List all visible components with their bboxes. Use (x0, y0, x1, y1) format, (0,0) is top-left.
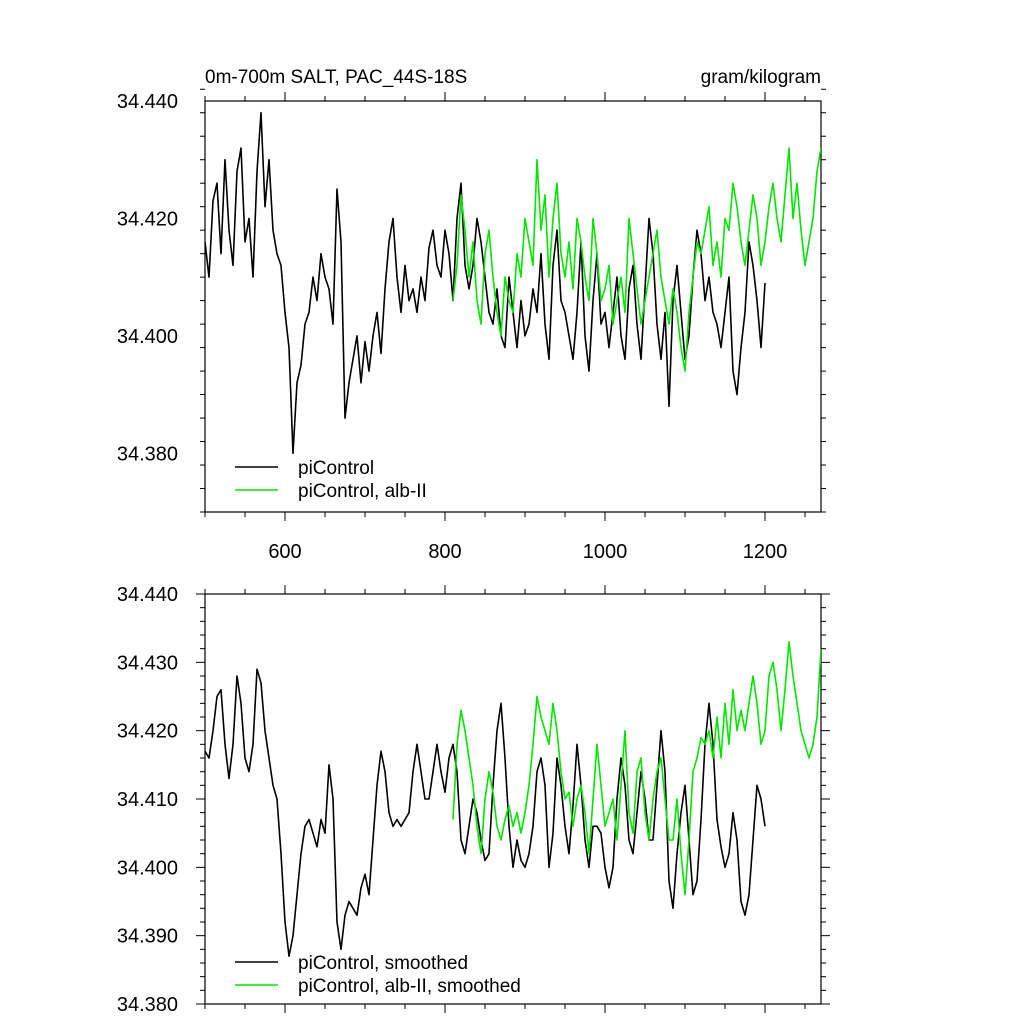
chart-1: 600 800 1000 1200 34.380 34.400 34.420 34.440 0m… (117, 67, 826, 563)
series-line-2 (452, 640, 821, 896)
x-tick-label: 1200 (743, 541, 788, 563)
units-label: gram/kilogram (701, 67, 821, 88)
x-tick-label: 1000 (583, 541, 628, 563)
legend-label: piControl, alb-II (298, 481, 427, 502)
series-line-1 (205, 668, 766, 958)
plot-frame (204, 593, 822, 1005)
y-tick-label: 34.430 (117, 652, 178, 674)
y-tick-label: 34.400 (117, 857, 178, 879)
x-tick-label: 800 (428, 541, 461, 563)
y-tick-label: 34.440 (117, 91, 178, 113)
y-tick-label: 34.410 (117, 789, 178, 811)
y-tick-label: 34.400 (117, 326, 178, 348)
y-tick-label: 34.380 (117, 443, 178, 465)
y-tick-label: 34.420 (117, 208, 178, 230)
chart-2: 34.380 34.390 34.400 34.410 34.420 34.430 34.4… (117, 584, 830, 1016)
y-tick-label: 34.380 (117, 994, 178, 1016)
plot-frame (204, 100, 822, 513)
chart-title: 0m-700m SALT, PAC_44S-18S (205, 67, 467, 88)
y-tick-label: 34.390 (117, 926, 178, 948)
legend-label: piControl (298, 458, 374, 479)
x-tick-label: 600 (268, 541, 301, 563)
legend-label: piControl, alb-II, smoothed (298, 976, 521, 997)
series-line-1 (205, 111, 766, 455)
legend-label: piControl, smoothed (298, 953, 468, 974)
series-line-2 (452, 147, 821, 372)
y-tick-label: 34.420 (117, 721, 178, 743)
y-tick-label: 34.440 (117, 584, 178, 606)
